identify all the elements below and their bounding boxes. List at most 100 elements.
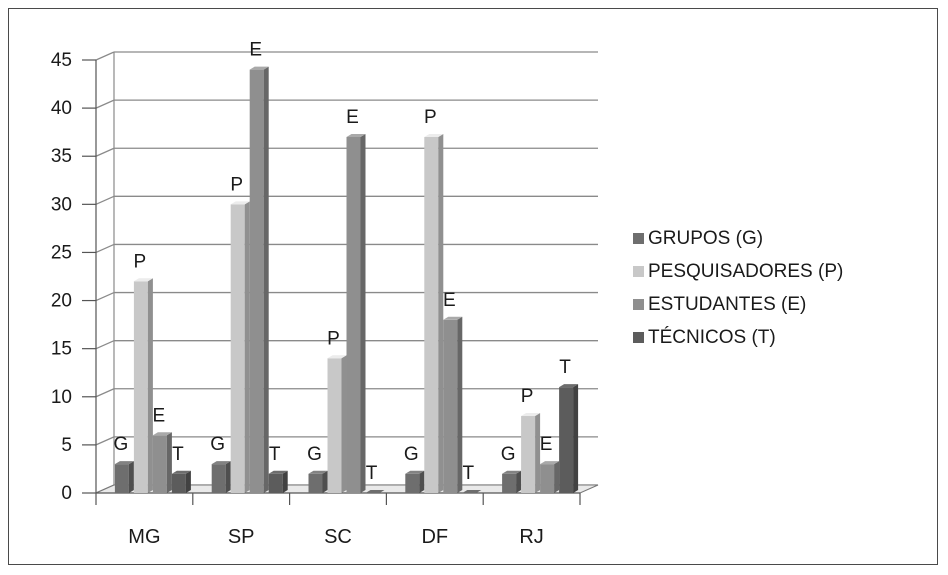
bar xyxy=(443,319,458,493)
data-label: T xyxy=(366,463,378,484)
data-label: G xyxy=(307,444,322,465)
data-label: T xyxy=(269,444,281,465)
y-tick-label: 35 xyxy=(51,146,72,167)
legend-item-tecnicos: TÉCNICOS (T) xyxy=(633,321,843,354)
bar-side xyxy=(244,201,250,494)
bar-top xyxy=(443,316,463,320)
legend-item-pesquisadores: PESQUISADORES (P) xyxy=(633,255,843,288)
bar-top xyxy=(249,66,269,70)
bar-side xyxy=(128,461,134,493)
bar xyxy=(540,464,555,493)
bar-side xyxy=(322,470,328,493)
bar-side xyxy=(185,470,191,493)
data-label: T xyxy=(559,357,571,378)
legend-label: TÉCNICOS (T) xyxy=(648,326,776,348)
bar-side xyxy=(438,133,444,493)
data-label: E xyxy=(540,434,553,455)
data-label: P xyxy=(134,251,147,272)
y-tick-label: 40 xyxy=(51,98,72,119)
bar-side xyxy=(516,470,522,493)
gridline-side xyxy=(95,243,115,254)
gridline-side xyxy=(95,340,115,350)
data-label: E xyxy=(153,405,166,426)
legend-label: ESTUDANTES (E) xyxy=(648,293,807,315)
bar xyxy=(559,387,574,493)
bar xyxy=(327,358,342,493)
data-label: G xyxy=(210,434,225,455)
bar-top xyxy=(133,278,153,282)
legend-swatch xyxy=(633,299,644,310)
bar-top xyxy=(405,470,425,474)
bar-top xyxy=(540,461,560,465)
bar xyxy=(211,464,226,493)
bar-top xyxy=(171,470,191,474)
bar-side xyxy=(360,133,366,493)
bar xyxy=(405,473,420,493)
gridline-side xyxy=(95,195,115,205)
data-label: T xyxy=(462,463,474,484)
bar xyxy=(502,473,517,493)
y-tick-label: 20 xyxy=(51,291,72,312)
legend-swatch xyxy=(633,266,644,277)
bar xyxy=(152,435,167,493)
y-tick-label: 10 xyxy=(51,387,72,408)
bar-top xyxy=(462,490,482,493)
bar-side xyxy=(147,278,153,493)
bar-top xyxy=(308,470,328,474)
legend-swatch xyxy=(633,332,644,343)
bar-side xyxy=(573,384,579,493)
gridline-side xyxy=(95,147,115,157)
bar-side xyxy=(535,413,541,493)
data-label: E xyxy=(346,107,359,128)
bar-top xyxy=(230,201,250,205)
bar xyxy=(308,473,323,493)
legend-swatch xyxy=(633,233,644,244)
gridline-side xyxy=(95,99,115,109)
bar xyxy=(230,204,245,494)
data-label: G xyxy=(114,434,129,455)
x-tick-label: DF xyxy=(421,526,448,548)
bar-top xyxy=(424,133,444,137)
y-tick-label: 30 xyxy=(51,194,72,215)
data-label: E xyxy=(249,40,262,61)
bar xyxy=(133,281,148,493)
bar xyxy=(249,69,264,493)
y-tick-label: 15 xyxy=(51,339,72,360)
legend-item-estudantes: ESTUDANTES (E) xyxy=(633,288,843,321)
bar xyxy=(268,473,283,493)
bar-top xyxy=(268,470,288,474)
bar-top xyxy=(327,355,347,359)
bar xyxy=(171,473,186,493)
gridline-side xyxy=(95,436,115,446)
y-tick-label: 25 xyxy=(51,242,72,263)
data-label: P xyxy=(230,174,243,195)
bar-side xyxy=(225,461,231,493)
bar-side xyxy=(554,461,560,493)
bar xyxy=(424,136,439,493)
gridline-side xyxy=(95,291,115,302)
data-label: T xyxy=(172,444,184,465)
bar-top xyxy=(365,490,385,493)
bar-top xyxy=(502,470,522,474)
x-tick-label: MG xyxy=(128,526,160,548)
bar xyxy=(521,416,536,493)
x-tick-label: SP xyxy=(228,526,255,548)
bar xyxy=(346,136,361,493)
x-tick-label: SC xyxy=(324,526,352,548)
legend-label: GRUPOS (G) xyxy=(648,227,764,249)
data-label: P xyxy=(327,328,340,349)
data-label: P xyxy=(424,107,437,128)
legend: GRUPOS (G) PESQUISADORES (P) ESTUDANTES … xyxy=(633,222,843,354)
bar xyxy=(114,464,129,493)
gridline-side xyxy=(95,51,115,61)
data-label: P xyxy=(521,386,534,407)
x-tick-label: RJ xyxy=(519,526,543,548)
bar-side xyxy=(263,66,269,493)
y-tick-label: 0 xyxy=(61,483,72,504)
data-label: G xyxy=(404,444,419,465)
gridline-side xyxy=(95,388,115,398)
bar-top xyxy=(346,133,366,137)
bar-top xyxy=(152,432,172,436)
bar-side xyxy=(419,470,425,493)
